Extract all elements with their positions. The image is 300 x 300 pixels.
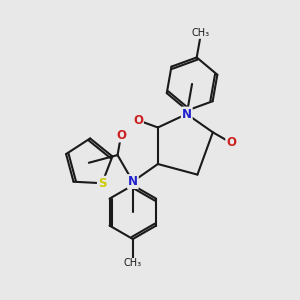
Text: O: O xyxy=(116,128,126,142)
Text: S: S xyxy=(98,177,106,190)
Text: O: O xyxy=(133,114,143,127)
Text: CH₃: CH₃ xyxy=(124,259,142,269)
Text: O: O xyxy=(226,136,236,149)
Text: N: N xyxy=(182,107,192,121)
Text: CH₃: CH₃ xyxy=(192,28,210,38)
Text: N: N xyxy=(128,175,138,188)
